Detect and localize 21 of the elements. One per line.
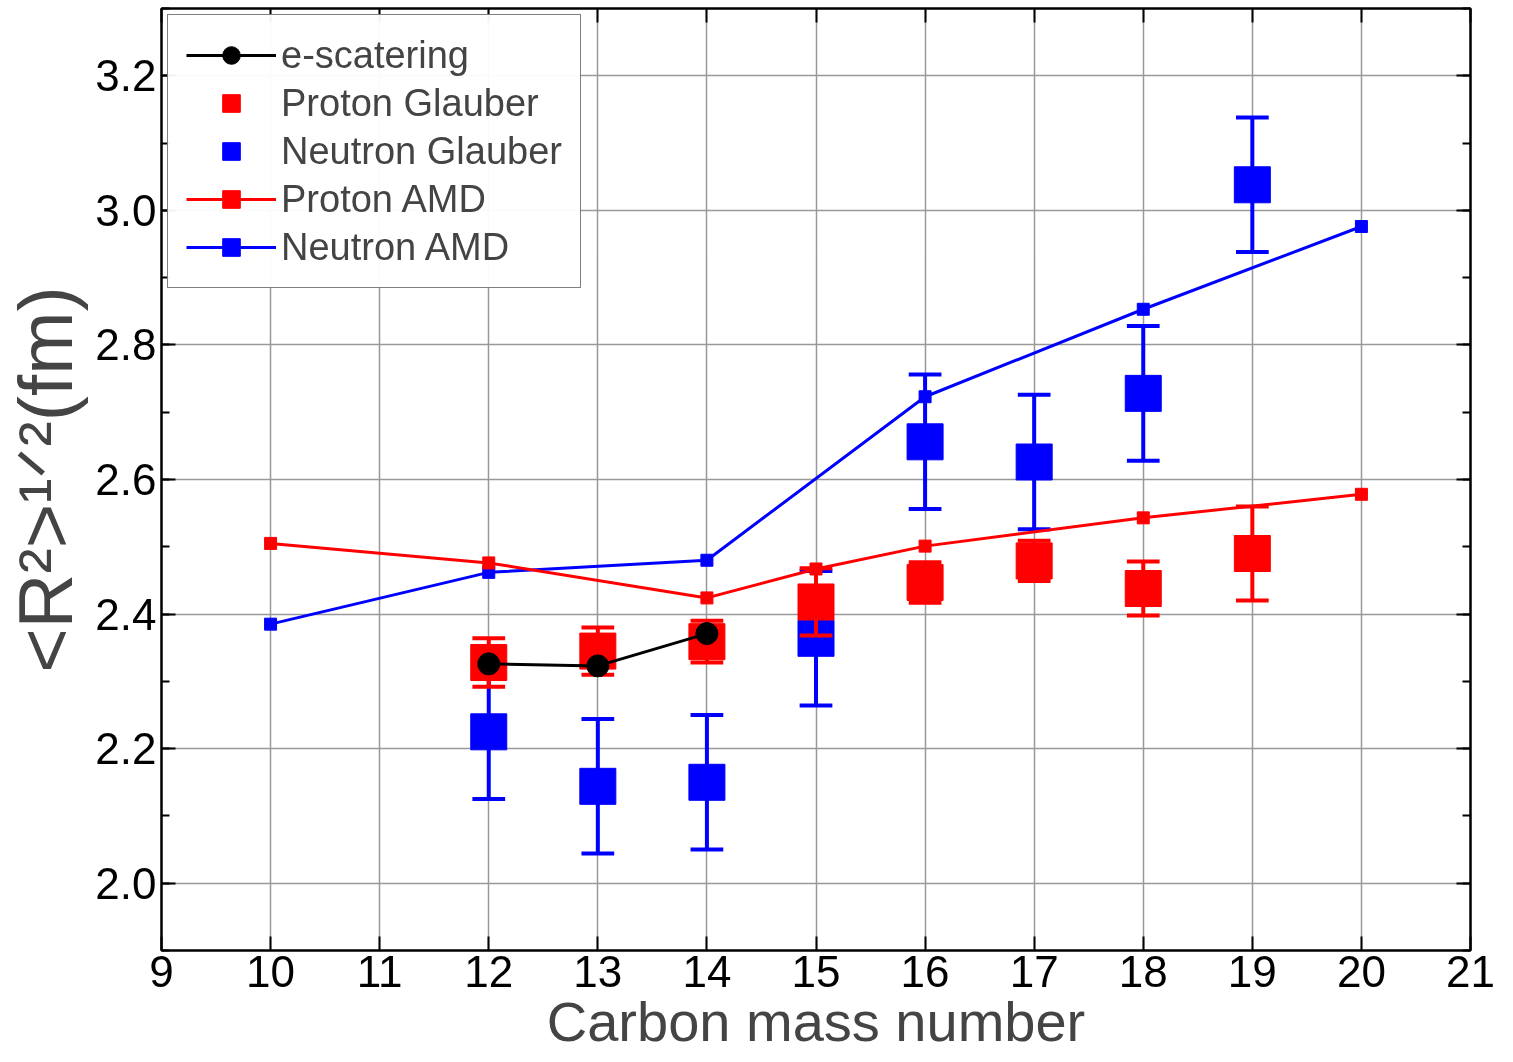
legend-label: Proton Glauber: [281, 81, 539, 125]
x-tick-label: 18: [1118, 946, 1168, 996]
x-tick-label: 10: [246, 946, 296, 996]
y-tick-label: 2.2: [95, 724, 157, 774]
y-tick-label: 2.6: [95, 455, 157, 504]
legend-label: Neutron Glauber: [281, 129, 562, 173]
x-tick-label: 9: [149, 946, 174, 996]
legend-label: e-scatering: [281, 33, 469, 77]
y-tick-label: 3.0: [95, 185, 157, 235]
y-tick-label: 2.4: [95, 589, 157, 639]
x-tick-label: 20: [1336, 946, 1386, 996]
y-tick-label: 2.8: [95, 320, 157, 370]
x-tick-label: 11: [356, 946, 403, 996]
y-tick-label: 2.0: [95, 858, 157, 908]
x-tick-label: 19: [1227, 946, 1277, 996]
x-tick-label: 12: [464, 946, 514, 996]
y-axis-title: <R²>¹ᐟ²(fm): [3, 286, 89, 673]
legend-label: Neutron AMD: [281, 225, 510, 269]
x-tick-label: 21: [1446, 946, 1495, 996]
y-tick-label: 3.2: [95, 51, 157, 101]
legend-label: Proton AMD: [281, 177, 486, 221]
